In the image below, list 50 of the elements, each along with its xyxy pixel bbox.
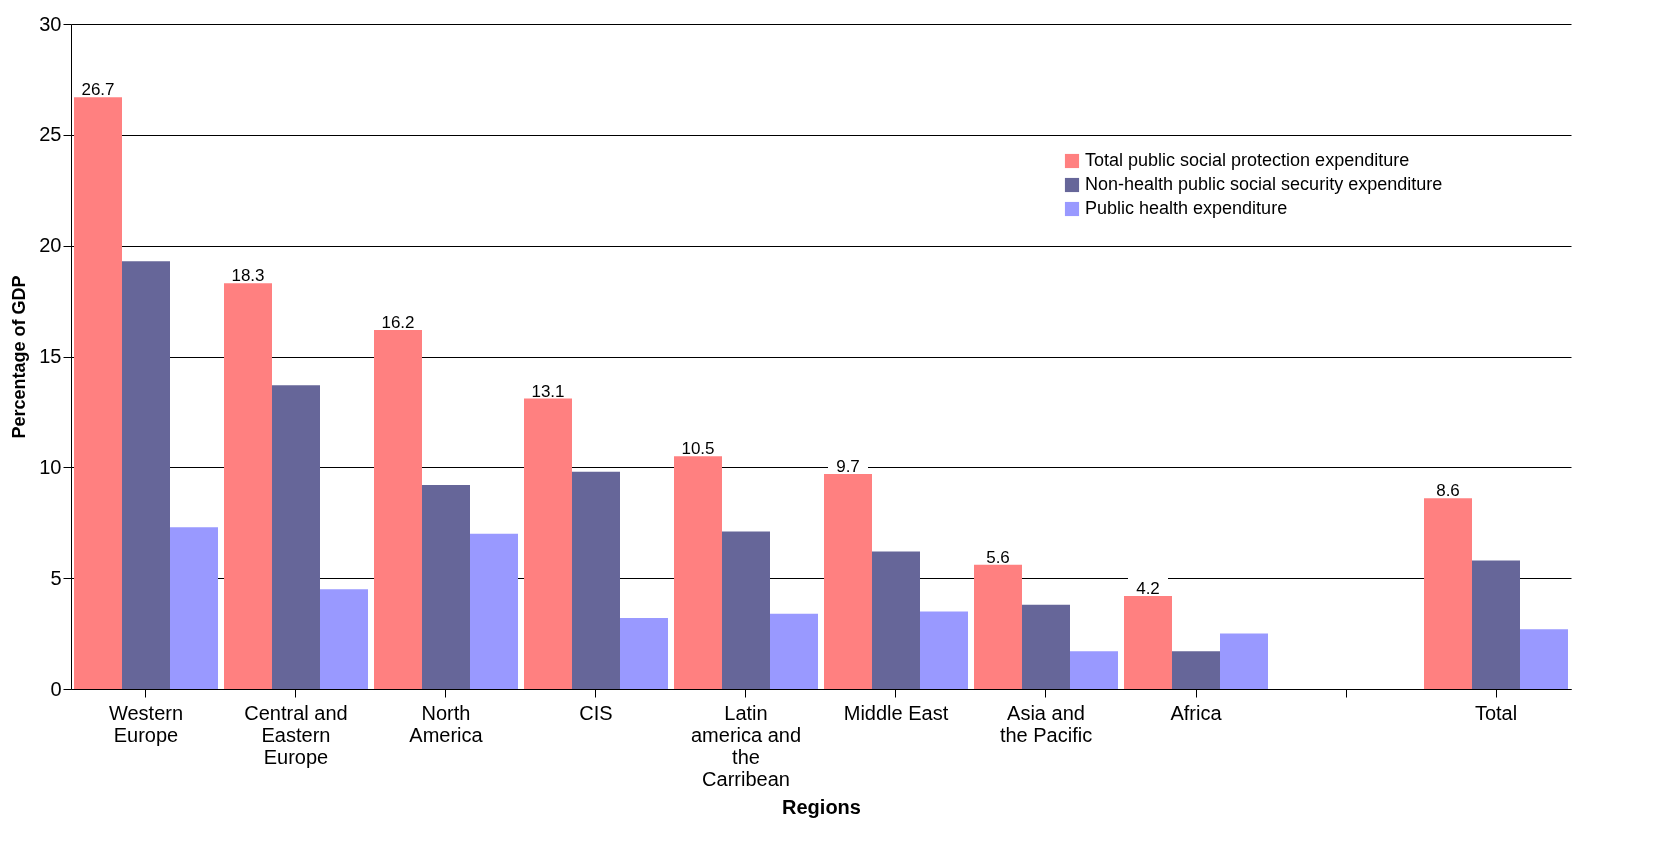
bar — [272, 385, 320, 689]
y-tick-label: 25 — [39, 123, 62, 146]
bar — [770, 613, 818, 689]
bar — [722, 531, 770, 689]
x-tick-label: Asia and the Pacific — [999, 701, 1093, 746]
data-label: 26.7 — [81, 80, 115, 100]
data-label: 9.7 — [836, 456, 860, 476]
bar — [1220, 633, 1268, 689]
data-label: 18.3 — [231, 266, 265, 286]
x-tick-label: Latin america and the Carribean — [690, 701, 802, 790]
bar — [872, 551, 920, 689]
x-axis-title: Regions — [782, 795, 861, 818]
bar — [920, 611, 968, 689]
y-tick-label: 30 — [39, 12, 62, 35]
data-label: 13.1 — [531, 381, 565, 401]
x-tick-label: Middle East — [843, 701, 949, 724]
data-label: 16.2 — [381, 312, 415, 332]
bar — [620, 618, 668, 689]
y-tick-label: 10 — [39, 455, 62, 478]
bar — [470, 533, 518, 689]
x-tick-label: Africa — [1170, 701, 1223, 724]
bar — [1172, 651, 1220, 689]
legend-label: Total public social protection expenditure — [1085, 150, 1410, 170]
x-tick-label: Total — [1474, 701, 1518, 724]
bar — [1022, 604, 1070, 689]
y-tick-label: 5 — [50, 566, 62, 589]
x-tick-label: North America — [409, 701, 484, 746]
y-axis-title: Percentage of GDP — [9, 275, 30, 439]
bar — [1520, 629, 1568, 689]
bar — [1472, 560, 1520, 689]
bar — [122, 261, 170, 689]
data-label: 10.5 — [681, 439, 715, 459]
bar — [170, 527, 218, 689]
x-tick-label: Western Europe — [108, 701, 184, 746]
bar — [1124, 595, 1172, 689]
y-tick-label: 0 — [50, 677, 62, 700]
x-tick-label: CIS — [579, 701, 613, 724]
y-tick-label: 20 — [39, 234, 62, 257]
bar — [824, 473, 872, 689]
legend-label: Public health expenditure — [1085, 198, 1288, 218]
bar — [422, 485, 470, 689]
data-label: 4.2 — [1136, 578, 1160, 598]
bar — [320, 589, 368, 689]
y-tick-label: 15 — [39, 345, 62, 367]
bar — [572, 471, 620, 689]
legend-label: Non-health public social security expenditure — [1085, 174, 1443, 194]
bar — [1070, 651, 1118, 689]
x-tick-label: Central and Eastern Europe — [244, 701, 348, 768]
data-label: 8.6 — [1436, 481, 1460, 501]
data-label: 5.6 — [986, 547, 1010, 567]
